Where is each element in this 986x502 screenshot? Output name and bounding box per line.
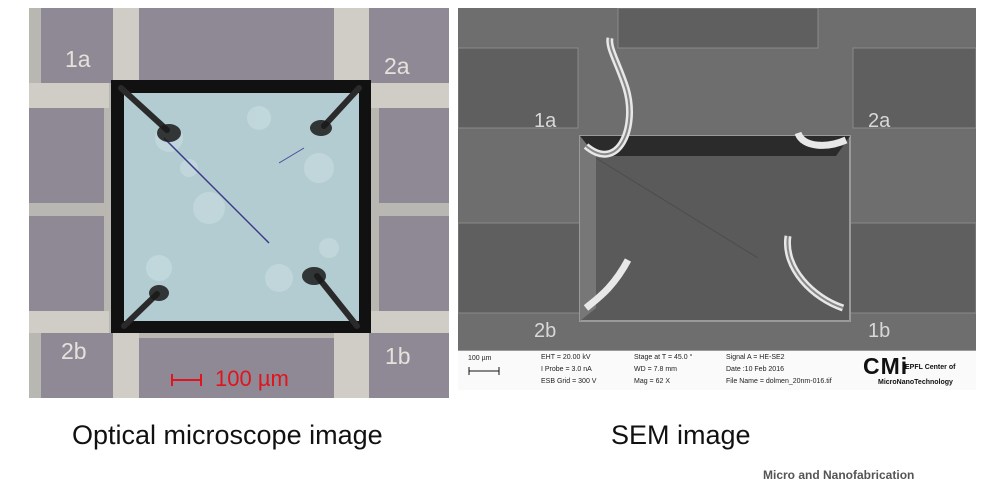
optical-scale-bar-label: 100 µm <box>215 366 289 391</box>
sem-pad-label-1a: 1a <box>534 110 557 132</box>
cmi-logo: CMi <box>863 353 909 379</box>
sem-file-name: File Name = dolmen_20nm-016.tif <box>726 378 832 385</box>
optical-microscope-image: 1a 2a 2b 1b 100 µm <box>29 8 449 398</box>
sem-date: Date :10 Feb 2016 <box>726 366 784 373</box>
pad-label-1a: 1a <box>65 46 91 72</box>
sem-pad-label-1b: 1b <box>868 320 891 342</box>
cmi-logo-line1: EPFL Center of <box>905 364 956 371</box>
sem-esb-grid: ESB Grid = 300 V <box>541 378 597 385</box>
sem-signal: Signal A = HE-SE2 <box>726 354 785 361</box>
sem-pad-label-2a: 2a <box>868 110 891 132</box>
sem-iprobe: I Probe = 3.0 nA <box>541 366 592 373</box>
cmi-logo-line2: MicroNanoTechnology <box>878 379 953 386</box>
sem-pad-label-2b: 2b <box>534 320 557 342</box>
optical-micrograph <box>29 8 449 398</box>
sem-micrograph <box>458 8 976 350</box>
sem-mag: Mag = 62 X <box>634 378 670 385</box>
pad-label-1b: 1b <box>385 343 411 369</box>
footer-course-title: Micro and Nanofabrication <box>763 468 915 482</box>
pad-label-2a: 2a <box>384 53 410 79</box>
sem-scale-label: 100 µm <box>468 355 492 362</box>
sem-scale-bar <box>468 367 500 375</box>
sem-stage: Stage at T = 45.0 ° <box>634 354 693 361</box>
caption-sem: SEM image <box>611 420 751 450</box>
sem-wd: WD = 7.8 mm <box>634 366 677 373</box>
sem-info-bar: 100 µm EHT = 20.00 kV I Probe = 3.0 nA E… <box>458 350 976 390</box>
caption-optical: Optical microscope image <box>72 420 383 450</box>
pad-label-2b: 2b <box>61 338 87 364</box>
sem-eht: EHT = 20.00 kV <box>541 354 591 361</box>
sem-image: 1a 2a 2b 1b 100 µm EHT = 20.00 kV I Prob… <box>458 8 976 390</box>
